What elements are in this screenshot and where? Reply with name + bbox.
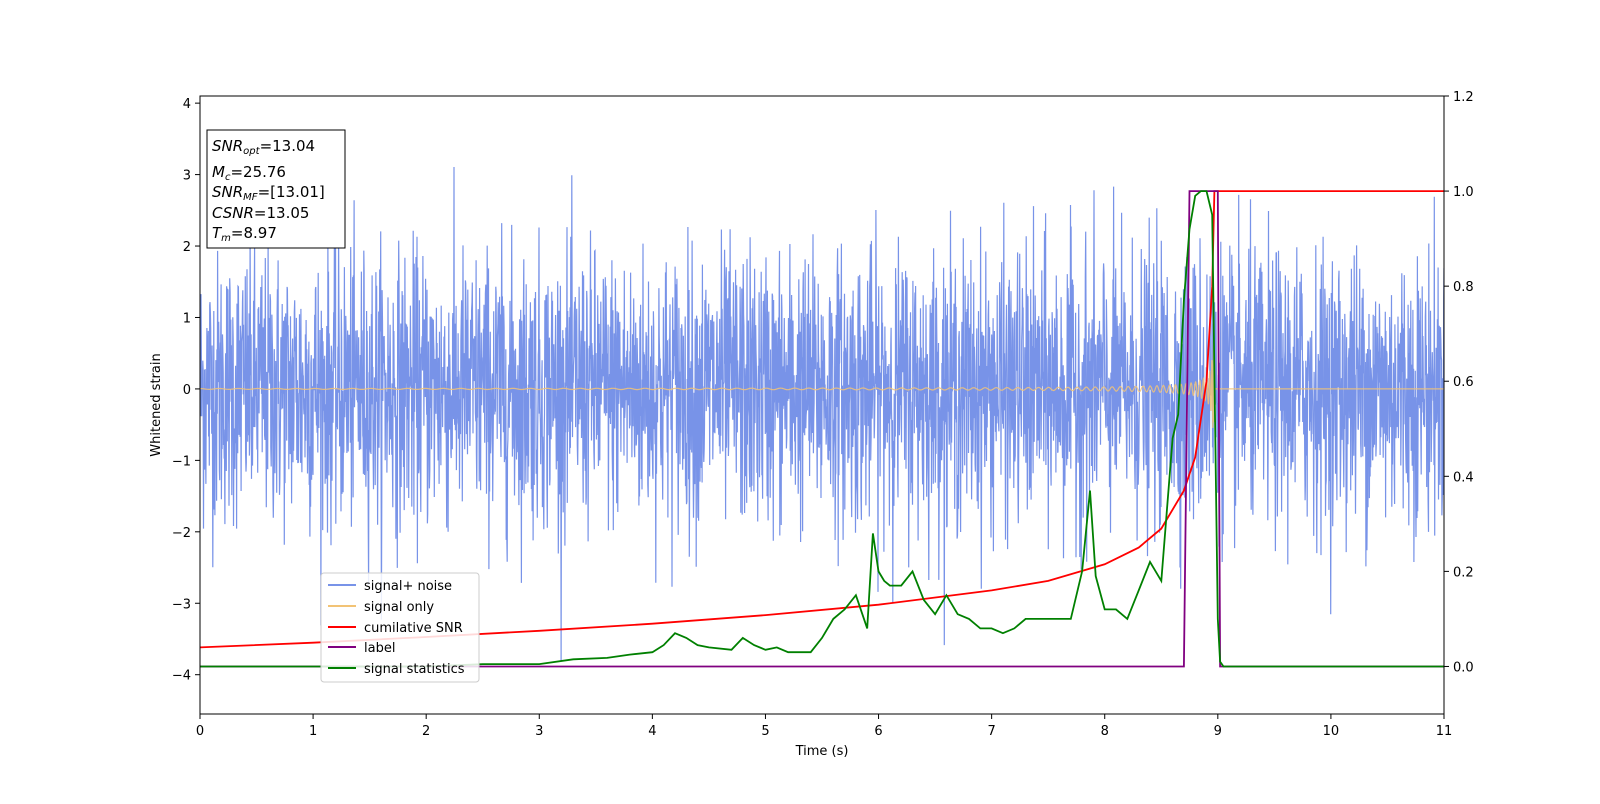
x-tick-label: 6 — [874, 724, 882, 739]
y-left-tick-label: 2 — [183, 240, 191, 255]
y-axis-right: 1.2 1.0 0.8 0.6 0.4 0.2 0.0 — [1444, 90, 1474, 675]
x-tick-label: 0 — [196, 724, 204, 739]
y-left-tick-label: −1 — [172, 454, 191, 469]
y-right-tick-label: 0.0 — [1453, 660, 1474, 675]
x-tick-label: 2 — [422, 724, 430, 739]
y-right-tick-label: 0.4 — [1453, 470, 1474, 485]
y-left-tick-label: 3 — [183, 169, 191, 184]
series-line-signal-statistics — [200, 190, 1444, 668]
y-left-tick-label: 4 — [183, 97, 191, 112]
legend-label-cumilative-snr: cumilative SNR — [364, 621, 463, 636]
y-axis-left-label: Whitened strain — [149, 353, 164, 456]
x-tick-label: 7 — [987, 724, 995, 739]
y-left-tick-label: −2 — [172, 526, 191, 541]
x-tick-label: 9 — [1214, 724, 1222, 739]
x-tick-label: 1 — [309, 724, 317, 739]
series-line-signal-noise — [200, 166, 1444, 662]
y-right-tick-label: 1.0 — [1453, 185, 1474, 200]
series-line-signal-only — [200, 324, 1444, 429]
y-right-tick-label: 0.2 — [1453, 565, 1474, 580]
legend-frame — [320, 572, 480, 683]
y-left-tick-label: −4 — [172, 669, 191, 684]
x-tick-label: 4 — [648, 724, 656, 739]
info-csnr: CSNR=13.05 — [212, 204, 309, 222]
y-axis-left: 4 3 2 1 0 −1 −2 −3 −4 — [172, 97, 200, 684]
legend-label-signal-only: signal only — [364, 600, 434, 615]
info-box: SNRopt=13.04 Mc=25.76 SNRMF=[13.01] CSNR… — [206, 129, 346, 249]
y-left-tick-label: −3 — [172, 597, 191, 612]
info-mc: Mc=25.76 — [212, 163, 286, 183]
y-right-tick-label: 0.8 — [1453, 280, 1474, 295]
legend: signal+ noise signal only cumilative SNR… — [320, 572, 480, 683]
series-layer — [200, 166, 1444, 668]
x-axis: 0 1 2 3 4 5 6 7 8 9 10 11 — [196, 714, 1452, 739]
y-right-tick-label: 0.6 — [1453, 375, 1474, 390]
series-line-cumilative-snr — [200, 190, 1444, 649]
y-left-tick-label: 1 — [183, 311, 191, 326]
info-snr-opt: SNRopt=13.04 — [212, 137, 315, 157]
legend-label-signal-statistics: signal statistics — [364, 662, 465, 677]
x-tick-label: 5 — [761, 724, 769, 739]
x-tick-label: 11 — [1436, 724, 1453, 739]
legend-label-label: label — [364, 641, 395, 656]
x-tick-label: 8 — [1101, 724, 1109, 739]
plot-frame — [199, 95, 1445, 715]
info-snr-mf: SNRMF=[13.01] — [212, 183, 325, 203]
y-right-tick-label: 1.2 — [1453, 90, 1474, 105]
x-tick-label: 3 — [535, 724, 543, 739]
info-box-frame — [206, 129, 346, 249]
legend-label-signal-noise: signal+ noise — [364, 579, 452, 594]
x-axis-label: Time (s) — [795, 744, 849, 759]
y-left-tick-label: 0 — [183, 383, 191, 398]
x-tick-label: 10 — [1323, 724, 1340, 739]
info-tm: Tm=8.97 — [212, 224, 277, 244]
